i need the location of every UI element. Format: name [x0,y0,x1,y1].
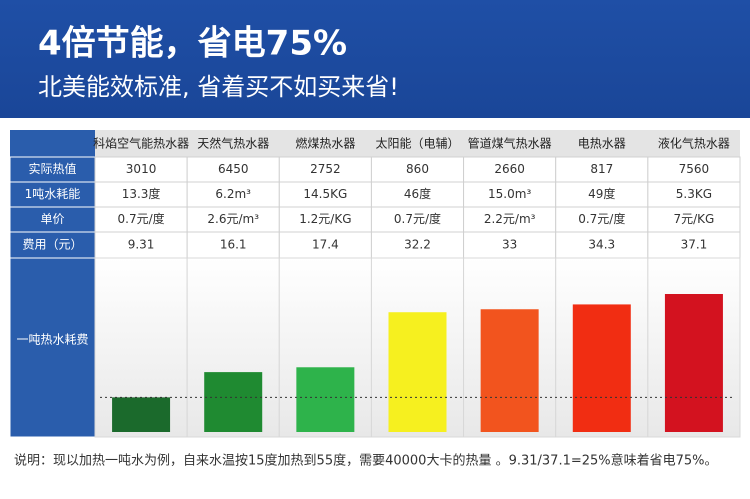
row-label: 1吨水耗能 [25,187,81,201]
cell-text: 5.3KG [676,187,712,201]
cell [555,206,649,233]
cell-text: 1.2元/KG [299,212,351,226]
cell [463,231,557,259]
cell-text: 2.2元/m³ [484,212,536,226]
cell [555,231,649,259]
column-header: 燃煤热水器 [295,136,355,151]
cell [278,181,372,208]
cell-text: 17.4 [312,238,339,252]
column-header: 天然气热水器 [197,136,269,151]
cell-text: 0.7元/度 [118,211,165,226]
cell-text: 2660 [494,162,525,176]
cell-text: 7560 [679,162,710,176]
cell [186,231,280,259]
cell [94,181,188,208]
cell-text: 16.1 [220,238,247,252]
title: 4倍节能，省电75% [38,24,347,64]
cell-text: 7元/KG [673,212,714,226]
bar [112,397,171,432]
cell [370,156,465,183]
bar [664,294,723,432]
cell-text: 817 [590,162,613,176]
cell [647,231,741,259]
subtitle: 北美能效标准, 省着买不如买来省! [38,73,399,101]
bar [388,312,447,432]
cell-text: 9.31 [128,238,155,252]
cell-text: 37.1 [681,238,708,252]
cell-text: 6450 [218,162,249,176]
cell-text: 0.7元/度 [394,211,441,226]
cell-text: 0.7元/度 [578,211,625,226]
row-label: 费用（元） [22,238,82,252]
chart-cell [94,257,188,438]
cell [94,206,188,233]
cell-text: 33 [502,238,517,252]
cell-text: 46度 [404,186,431,201]
cell-text: 34.3 [588,238,615,252]
bar [572,304,631,432]
chart-label: 一吨热水耗费 [16,333,88,347]
cell [94,231,188,259]
cell-text: 49度 [588,186,615,201]
column-header: 科焰空气能热水器 [93,136,189,151]
row-label: 单价 [40,212,64,226]
cell [647,156,741,183]
cell-text: 6.2m³ [215,187,251,201]
bar [480,309,539,432]
column-header: 太阳能（电辅） [375,136,459,151]
header-row [10,130,740,157]
cell-text: 860 [406,162,429,176]
cell [463,156,557,183]
cell [463,181,557,208]
cell-text: 2.6元/m³ [207,212,259,226]
row-label: 实际热值 [28,161,76,176]
cell [370,181,465,208]
cell-text: 15.0m³ [488,187,531,201]
cell-text: 13.3度 [122,186,161,201]
column-header: 电热水器 [578,137,626,151]
column-header: 管道煤气热水器 [468,136,552,151]
cell-text: 2752 [310,162,341,176]
chart-label-cell [9,257,96,438]
cell [555,156,649,183]
footnote: 说明：现以加热一吨水为例，自来水温按15度加热到55度，需要40000大卡的热量… [14,453,718,469]
bar [204,372,263,432]
bar [296,367,355,432]
cell-text: 3010 [126,162,157,176]
cell-text: 32.2 [404,238,431,252]
cell-text: 14.5KG [303,187,347,201]
cell [278,231,372,259]
column-header: 液化气热水器 [658,136,730,151]
cell [647,181,741,208]
table: 科焰空气能热水器 天然气热水器 燃煤热水器 太阳能（电辅） 管道煤气热水器 电热水器 液化气… [9,130,741,438]
row-label-cell [9,206,96,233]
cell [647,206,741,233]
header-band [0,0,750,118]
corner-cell [10,130,95,157]
